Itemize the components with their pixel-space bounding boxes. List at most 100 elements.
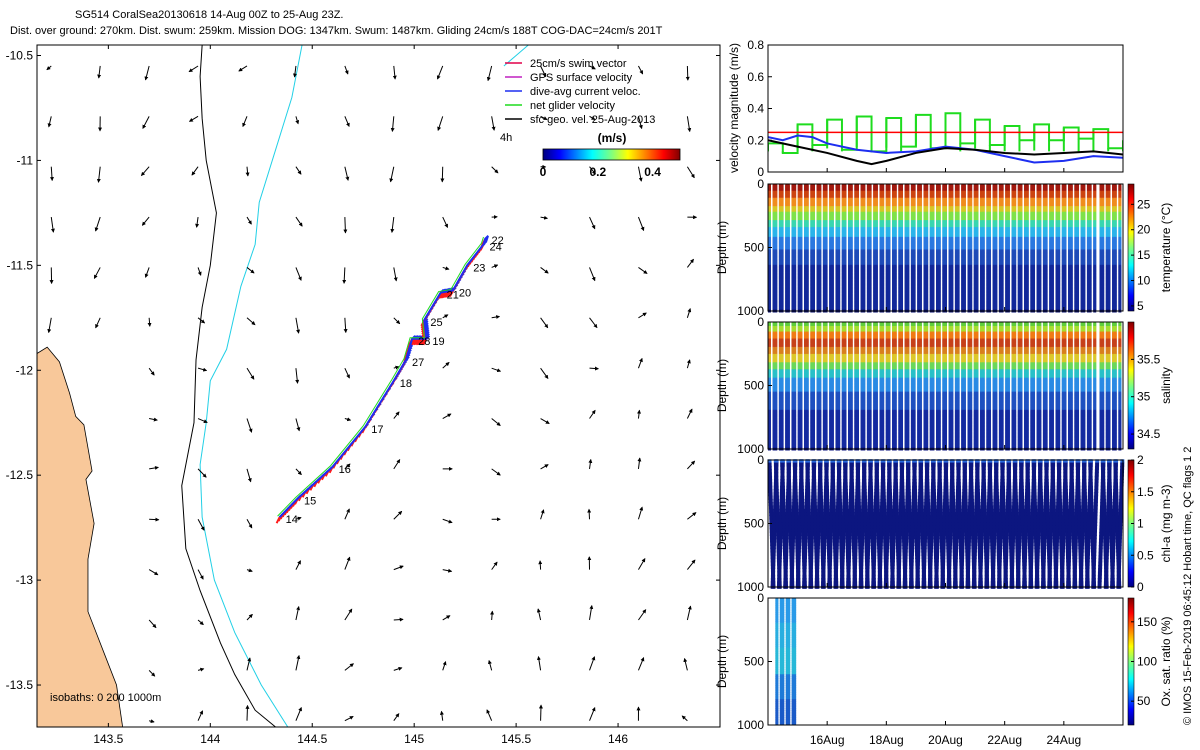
sfc-arrow [247,570,252,572]
sfc-arrow [394,714,399,721]
day-label: 20 [459,288,471,300]
map-xtick-label: 144 [200,732,220,746]
sfc-arrow [243,116,247,126]
glider-track [277,236,489,523]
sfc-arrow [392,217,394,232]
sfc-arrow [345,509,349,519]
sfc-arrow [443,570,452,572]
isobath-label: isobaths: 0 200 1000m [50,692,161,704]
sfc-arrow [198,267,201,275]
net-velocity-line [278,237,484,516]
legend-label: net glider velocity [530,100,615,112]
sfc-arrow [247,706,248,721]
sfc-arrow [687,409,692,418]
sfc-arrow [391,167,394,182]
sfc-arrow [489,661,492,671]
sfc-arrow [94,267,100,278]
sfc-arrow [345,664,354,671]
sfc-arrow [143,116,149,128]
sfc-arrow [638,559,644,570]
sfc-arrow [538,609,540,620]
colorbar-tick-label: 0.4 [644,165,661,179]
sfc-arrow [296,368,298,383]
isobath-1000 [200,45,302,727]
sfc-arrow [687,167,694,178]
sfc-arrow [492,316,500,317]
sfc-arrow [345,66,348,74]
map-ytick-label: -13.5 [6,678,34,692]
sfc-arrow [198,469,206,477]
sfc-arrow [51,167,52,181]
sfc-arrow [443,217,448,227]
sfc-arrow [638,458,639,469]
sfc-arrow [492,265,498,267]
sfc-arrow [687,461,694,469]
sfc-arrow [190,116,199,121]
sfc-arrow [247,318,255,325]
sfc-arrow [247,167,248,176]
colorbar-unit: (m/s) [598,131,627,145]
velocity-ytick-label: 0.6 [747,70,764,84]
sfc-arrow [541,510,544,519]
sfc-arrow [344,267,345,283]
sfc-arrow [541,318,548,328]
figure-canvas: 14151617182728 192521 20232422 143.5 144 144… [0,0,1200,750]
sfc-arrow [638,610,645,620]
sfc-arrow [149,620,156,628]
sfc-arrow [394,511,402,519]
sfc-arrow [685,659,688,671]
map-ytick-label: -12.5 [6,468,34,482]
sfc-arrow [443,362,449,368]
map-ytick-label: -11 [17,153,34,167]
sfc-arrow [99,66,100,78]
velocity-ytick-label: 0.4 [747,102,764,116]
land-area [37,347,123,727]
sfc-arrow [51,217,53,232]
sfc-arrow [296,708,301,721]
sfc-arrow [443,616,450,620]
sfc-arrow [345,318,346,333]
sfc-arrow [687,309,690,318]
sfc-arrow [146,66,150,80]
sfc-arrow [345,609,352,620]
sfc-arrow [392,116,393,131]
speed-colorbar: (m/s)0 0.2 0.4 [540,131,680,179]
sfc-arrow [443,414,451,419]
sfc-arrow [540,561,541,570]
day-label: 18 [400,378,412,390]
sfc-arrow [149,570,158,575]
sfc-arrow [296,561,301,570]
sfc-arrow [492,368,501,371]
sfc-arrow [345,116,349,126]
sfc-arrow [492,116,495,130]
sfc-arrow [541,465,549,469]
sfc-arrow [590,460,591,469]
sfc-arrow [541,419,550,424]
sfc-arrow [296,469,301,475]
sfc-arrow [492,469,501,475]
sfc-arrow [488,66,492,81]
sfc-arrow [394,66,395,79]
arrow-scale-label: 4h [500,132,512,144]
sfc-arrow [394,668,402,671]
sfc-arrow [149,670,155,676]
sfc-arrow [198,419,207,423]
sfc-arrow [345,167,348,181]
day-label: 14 [286,514,298,526]
sfc-arrow [687,606,690,620]
sfc-arrow [441,711,442,720]
sfc-arrow [492,562,497,570]
sfc-arrow [687,360,689,368]
sfc-arrow [443,662,446,671]
sfc-arrow [394,412,399,419]
sfc-arrow [638,217,643,230]
sfc-arrow [394,267,396,280]
isobath-200 [182,45,276,727]
legend-label: GPS surface velocity [530,72,633,84]
sfc-arrow [590,606,592,620]
sfc-arrow [198,368,206,370]
sfc-arrow [247,217,251,224]
sfc-arrow [687,513,696,520]
